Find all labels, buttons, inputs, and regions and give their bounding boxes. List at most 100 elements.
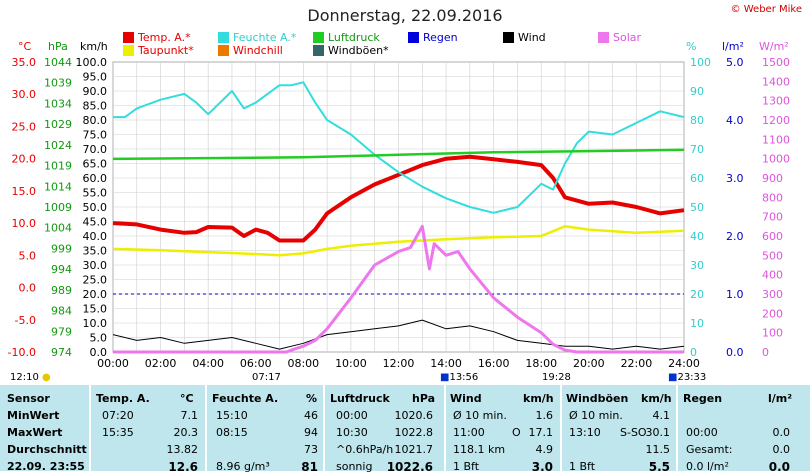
solar-tick-label: 1200 xyxy=(762,114,790,127)
pressure-tick-label: 1014 xyxy=(44,180,72,193)
wind-tick-label: 75.0 xyxy=(83,129,108,142)
x-tick-label: 00:00 xyxy=(97,357,129,370)
table-cell: Durchschnitt xyxy=(7,443,87,456)
table-cell: 10:30 xyxy=(336,426,368,439)
wind-tick-label: 0.0 xyxy=(90,346,108,359)
series-line xyxy=(112,154,685,243)
legend-label: Luftdruck xyxy=(328,31,380,44)
temp-tick-label: 5.0 xyxy=(19,249,37,262)
pressure-tick-label: 1004 xyxy=(44,222,72,235)
wind-tick-label: 15.0 xyxy=(83,303,108,316)
solar-tick-label: 400 xyxy=(762,269,783,282)
marker-sunset: 19:28 xyxy=(542,372,571,383)
solar-tick-label: 600 xyxy=(762,230,783,243)
legend-label: Temp. A.* xyxy=(138,31,191,44)
pressure-tick-label: 1034 xyxy=(44,97,72,110)
wind-tick-label: 90.0 xyxy=(83,85,108,98)
col-gust-unit: km/h xyxy=(641,392,672,405)
table-cell: 1022.6 xyxy=(386,460,433,474)
table-cell: Gesamt: xyxy=(686,443,733,456)
table-cell: 81 xyxy=(301,460,318,474)
series-group xyxy=(112,81,685,354)
col-humidity: Feuchte A. xyxy=(212,392,279,405)
table-cell: 0.0 xyxy=(772,443,791,456)
legend-swatch xyxy=(313,45,324,56)
legend-solar: Solar xyxy=(598,31,641,44)
legend-swatch xyxy=(313,32,324,43)
wind-tick-label: 40.0 xyxy=(83,230,108,243)
table-cell: Ø 10 min. xyxy=(453,409,507,422)
unit-rain: l/m² xyxy=(722,40,744,53)
wind-tick-label: 85.0 xyxy=(83,100,108,113)
humidity-tick-label: 50 xyxy=(690,201,704,214)
wind-tick-label: 60.0 xyxy=(83,172,108,185)
wind-tick-label: 100.0 xyxy=(76,56,108,69)
legend-label: Windchill xyxy=(233,44,283,57)
pressure-tick-label: 1024 xyxy=(44,139,72,152)
legend-humidity: Feuchte A.* xyxy=(218,31,296,44)
table-cell: 17.1 xyxy=(528,426,554,439)
table-cell: 3.0 xyxy=(531,460,553,474)
humidity-tick-label: 20 xyxy=(690,288,704,301)
table-cell: 4.1 xyxy=(652,409,671,422)
humidity-tick-label: 70 xyxy=(690,143,704,156)
series-line xyxy=(112,319,685,350)
wind-tick-label: 5.0 xyxy=(90,332,108,345)
pressure-tick-label: 974 xyxy=(51,346,72,359)
solar-tick-label: 1500 xyxy=(762,56,790,69)
solar-tick-label: 0 xyxy=(762,346,769,359)
series-line xyxy=(113,81,685,214)
temp-tick-label: 0.0 xyxy=(19,282,37,295)
legend-label: Wind xyxy=(518,31,546,44)
humidity-tick-label: 80 xyxy=(690,114,704,127)
pressure-tick-label: 979 xyxy=(51,325,72,338)
legend-pressure: Luftdruck xyxy=(313,31,380,44)
legend-swatch xyxy=(123,32,134,43)
table-cell: 8.96 g/m³ xyxy=(216,460,270,473)
chart-title: Donnerstag, 22.09.2016 xyxy=(307,6,503,25)
copyright-label[interactable]: © Weber Mike xyxy=(730,4,802,15)
solar-tick-label: 200 xyxy=(762,307,783,320)
x-tick-label: 12:00 xyxy=(383,357,415,370)
solar-tick-label: 900 xyxy=(762,172,783,185)
wind-tick-label: 80.0 xyxy=(83,114,108,127)
table-cell: 22.09. 23:55 xyxy=(7,460,85,473)
solar-tick-label: 1100 xyxy=(762,133,790,146)
table-cell: 12.6 xyxy=(168,460,198,474)
legend-swatch xyxy=(503,32,514,43)
pressure-tick-label: 1029 xyxy=(44,118,72,131)
table-cell: 15:35 xyxy=(102,426,134,439)
marker-label: 23:33 xyxy=(677,372,707,383)
marker-moon: ■23:33 xyxy=(668,372,706,383)
table-cell: O xyxy=(512,426,521,439)
solar-tick-label: 1000 xyxy=(762,153,790,166)
table-cell: 1021.7 xyxy=(394,443,434,456)
rain-tick-label: 3.0 xyxy=(726,172,744,185)
x-tick-label: 02:00 xyxy=(145,357,177,370)
pressure-tick-label: 1009 xyxy=(44,201,72,214)
legend-label: Regen xyxy=(423,31,458,44)
marker-noon: ■13:56 xyxy=(440,372,478,383)
rain-tick-label: 5.0 xyxy=(726,56,744,69)
humidity-tick-label: 90 xyxy=(690,85,704,98)
pressure-tick-label: 999 xyxy=(51,242,72,255)
marker-label: 07:17 xyxy=(252,372,281,383)
x-tick-label: 08:00 xyxy=(287,357,319,370)
unit-pressure: hPa xyxy=(48,40,68,53)
pressure-tick-label: 1019 xyxy=(44,160,72,173)
series-line xyxy=(112,148,685,161)
wind-tick-label: 25.0 xyxy=(83,274,108,287)
legend-label: Solar xyxy=(613,31,642,44)
table-cell: 13:10 xyxy=(569,426,601,439)
x-tick-label: 10:00 xyxy=(335,357,367,370)
humidity-tick-label: 10 xyxy=(690,317,704,330)
moon-icon: ■ xyxy=(668,372,678,383)
solar-tick-label: 1400 xyxy=(762,75,790,88)
col-gust: Windböen xyxy=(566,392,629,405)
wind-tick-label: 55.0 xyxy=(83,187,108,200)
rain-tick-label: 4.0 xyxy=(726,114,744,127)
x-tick-label: 16:00 xyxy=(478,357,510,370)
col-rain-unit: l/m² xyxy=(768,392,793,405)
legend-gusts: Windböen* xyxy=(313,44,389,57)
marker-label: 13:56 xyxy=(449,372,479,383)
